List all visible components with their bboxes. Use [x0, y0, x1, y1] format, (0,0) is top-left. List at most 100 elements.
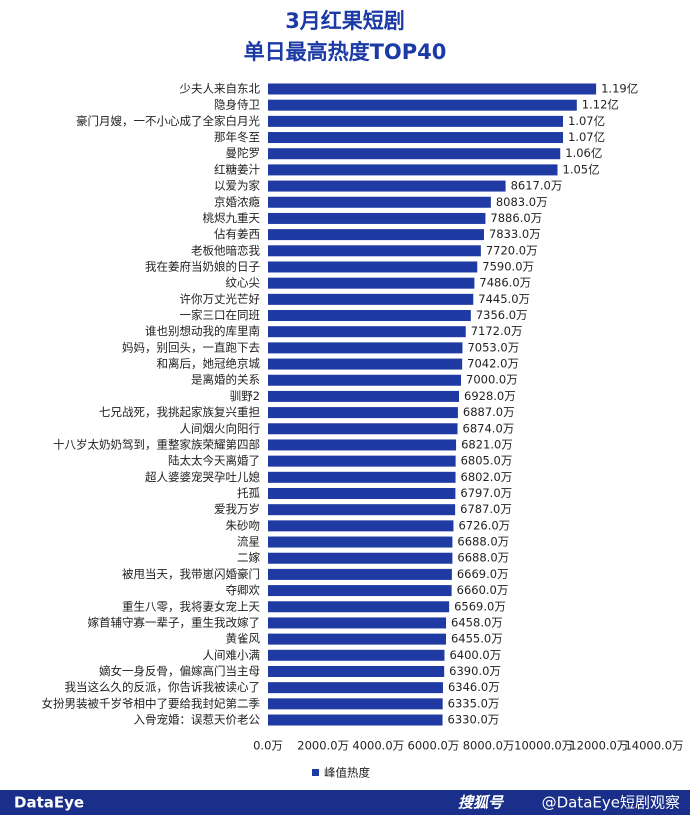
- bar: [268, 649, 445, 661]
- y-tick-label: 流星: [237, 535, 260, 549]
- value-label: 6569.0万: [454, 599, 506, 613]
- y-tick-label: 我当这么久的反派，你告诉我被读心了: [65, 680, 261, 694]
- y-tick-label: 纹心尖: [226, 276, 261, 290]
- y-tick-label: 陆太太今天离婚了: [168, 454, 260, 468]
- bar: [268, 568, 452, 580]
- y-tick-label: 托孤: [237, 486, 260, 500]
- value-label: 7000.0万: [466, 373, 518, 387]
- y-tick-label: 我在姜府当奶娘的日子: [145, 259, 260, 273]
- footer-bar: [0, 790, 690, 815]
- bar: [268, 180, 506, 192]
- bar: [268, 99, 577, 111]
- bar: [268, 148, 561, 160]
- bar: [268, 310, 471, 322]
- y-tick-label: 人间难小满: [203, 648, 261, 662]
- y-tick-label: 一家三口在同班: [180, 308, 261, 322]
- bar: [268, 536, 453, 548]
- value-label: 1.05亿: [563, 162, 600, 176]
- y-tick-label: 是离婚的关系: [191, 373, 260, 387]
- y-tick-label: 佔有姜西: [214, 227, 260, 241]
- bar: [268, 439, 457, 451]
- y-tick-label: 曼陀罗: [226, 146, 261, 160]
- y-tick-label: 京婚浓瘾: [214, 195, 260, 209]
- bar: [268, 196, 491, 208]
- value-label: 1.07亿: [568, 114, 605, 128]
- value-label: 8617.0万: [511, 179, 563, 193]
- x-tick-label: 2000.0万: [297, 739, 349, 753]
- y-tick-label: 隐身侍卫: [214, 98, 260, 112]
- x-tick-label: 14000.0万: [624, 739, 683, 753]
- y-tick-label: 入骨宠婚：误惹天价老公: [134, 713, 261, 727]
- value-label: 6797.0万: [460, 486, 512, 500]
- value-label: 7590.0万: [482, 259, 534, 273]
- value-label: 6390.0万: [449, 664, 501, 678]
- bar: [268, 520, 454, 532]
- value-label: 7486.0万: [479, 276, 531, 290]
- value-label: 6335.0万: [448, 696, 500, 710]
- value-label: 6346.0万: [448, 680, 500, 694]
- value-label: 7053.0万: [467, 340, 519, 354]
- value-label: 6928.0万: [464, 389, 516, 403]
- bar: [268, 261, 478, 273]
- bar: [268, 212, 486, 224]
- y-tick-label: 豪门月嫂，一不小心成了全家白月光: [76, 114, 260, 128]
- y-tick-label: 夺卿欢: [226, 583, 261, 597]
- x-tick-label: 6000.0万: [408, 739, 460, 753]
- legend-label: 峰值热度: [324, 766, 370, 780]
- bar: [268, 358, 463, 370]
- y-tick-label: 桃烬九重天: [203, 211, 261, 225]
- bar: [268, 552, 453, 564]
- value-label: 6400.0万: [449, 648, 501, 662]
- value-label: 6821.0万: [461, 437, 513, 451]
- y-tick-label: 嫁首辅守寡一辈子，重生我改嫁了: [88, 615, 261, 629]
- value-label: 6874.0万: [463, 421, 515, 435]
- bar: [268, 471, 456, 483]
- y-tick-label: 许你万丈光芒好: [180, 292, 261, 306]
- bar: [268, 488, 456, 499]
- bar: [268, 326, 466, 338]
- chart-subtitle: 单日最高热度TOP40: [244, 40, 447, 64]
- y-tick-label: 少夫人来自东北: [180, 82, 261, 96]
- x-tick-label: 0.0万: [253, 739, 283, 753]
- x-tick-label: 10000.0万: [514, 739, 573, 753]
- value-label: 7833.0万: [489, 227, 541, 241]
- value-label: 6787.0万: [460, 502, 512, 516]
- chart-title: 3月红果短剧: [285, 9, 405, 33]
- x-tick-label: 4000.0万: [352, 739, 404, 753]
- y-tick-label: 嫡女一身反骨，偏嫁高门当主母: [99, 664, 260, 678]
- value-label: 6802.0万: [461, 470, 513, 484]
- value-label: 6887.0万: [463, 405, 515, 419]
- value-label: 6688.0万: [457, 551, 509, 565]
- value-label: 7356.0万: [476, 308, 528, 322]
- value-label: 1.07亿: [568, 130, 605, 144]
- value-label: 7720.0万: [486, 243, 538, 257]
- value-label: 6805.0万: [461, 454, 513, 468]
- bar: [268, 617, 447, 629]
- value-label: 8083.0万: [496, 195, 548, 209]
- bar: [268, 229, 484, 241]
- y-tick-label: 驯野2: [230, 389, 260, 403]
- y-tick-label: 黄雀风: [226, 632, 261, 646]
- bar: [268, 423, 458, 435]
- bar: [268, 132, 564, 144]
- bar: [268, 601, 450, 613]
- bar: [268, 665, 445, 677]
- y-tick-label: 朱砂吻: [226, 518, 261, 532]
- y-tick-label: 和离后，她冠绝京城: [157, 357, 261, 371]
- footer-logo: DataEye: [14, 794, 84, 812]
- bar: [268, 374, 461, 386]
- y-tick-label: 以爱为家: [214, 179, 260, 193]
- value-label: 6455.0万: [451, 632, 503, 646]
- bar: [268, 504, 456, 516]
- y-tick-label: 七兄战死，我挑起家族复兴重担: [99, 405, 260, 419]
- bar: [268, 245, 481, 257]
- legend-swatch: [312, 769, 319, 776]
- value-label: 6669.0万: [457, 567, 509, 581]
- bar: [268, 115, 564, 127]
- bar: [268, 83, 597, 95]
- y-tick-label: 谁也别想动我的库里南: [145, 324, 260, 338]
- value-label: 6330.0万: [448, 713, 500, 727]
- y-tick-label: 二嫁: [237, 551, 260, 565]
